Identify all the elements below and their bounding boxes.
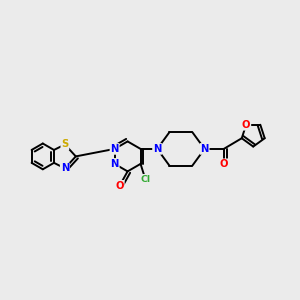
Text: S: S — [61, 140, 68, 149]
Text: O: O — [115, 181, 124, 191]
Text: O: O — [220, 159, 228, 169]
Text: N: N — [61, 163, 69, 173]
Text: N: N — [200, 144, 209, 154]
Text: N: N — [110, 159, 119, 169]
Text: N: N — [153, 144, 161, 154]
Text: Cl: Cl — [140, 175, 150, 184]
Text: O: O — [242, 120, 250, 130]
Text: N: N — [110, 144, 119, 154]
